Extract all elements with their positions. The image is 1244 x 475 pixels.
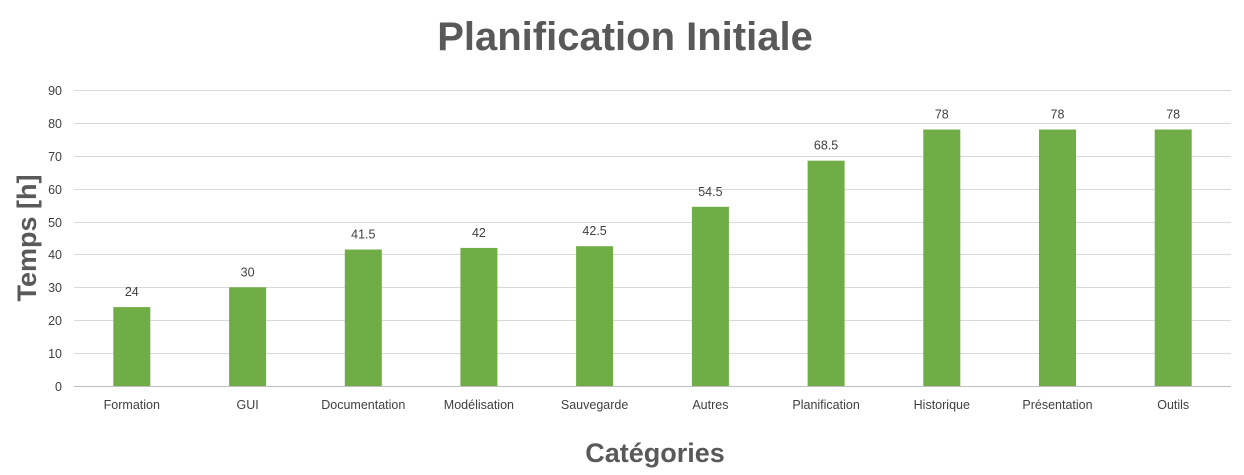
data-label: 54.5: [698, 185, 722, 199]
bar-1: [229, 287, 267, 386]
y-tick-label: 30: [48, 281, 62, 295]
x-axis-title: Catégories: [585, 438, 725, 468]
data-label: 78: [1051, 108, 1065, 122]
data-label: 24: [125, 285, 139, 299]
y-axis-title: Temps [h]: [12, 175, 42, 302]
data-labels: 24 30 41.5 42 42.5 54.5 68.5 78 78 78: [125, 108, 1180, 300]
x-tick-label: GUI: [236, 398, 258, 412]
y-tick-label: 90: [48, 84, 62, 98]
y-tick-label: 60: [48, 183, 62, 197]
x-tick-label: Documentation: [321, 398, 405, 412]
data-label: 78: [1166, 108, 1180, 122]
y-tick-label: 20: [48, 314, 62, 328]
y-tick-label: 50: [48, 216, 62, 230]
x-tick-label: Historique: [914, 398, 970, 412]
data-label: 68.5: [814, 139, 838, 153]
y-tick-label: 80: [48, 117, 62, 131]
bar-2: [344, 249, 382, 386]
x-tick-label: Planification: [792, 398, 859, 412]
bar-4: [576, 246, 614, 386]
bar-5: [691, 206, 729, 386]
chart-title: Planification Initiale: [437, 15, 813, 59]
x-tick-label: Autres: [692, 398, 728, 412]
bar-7: [923, 129, 961, 386]
data-label: 41.5: [351, 228, 375, 242]
bars: [113, 129, 1192, 386]
x-axis-ticks: Formation GUI Documentation Modélisation Sau…: [104, 398, 1190, 412]
x-tick-label: Sauvegarde: [561, 398, 628, 412]
y-axis-ticks: 0 10 20 30 40 50 60 70 80 90: [48, 84, 62, 394]
bar-3: [460, 247, 498, 386]
x-tick-label: Modélisation: [444, 398, 514, 412]
gridlines: [74, 90, 1231, 387]
x-tick-label: Outils: [1157, 398, 1189, 412]
data-label: 42.5: [582, 224, 606, 238]
y-tick-label: 10: [48, 347, 62, 361]
y-tick-label: 0: [55, 380, 62, 394]
bar-6: [807, 160, 845, 386]
data-label: 30: [241, 265, 255, 279]
y-tick-label: 40: [48, 248, 62, 262]
x-tick-label: Présentation: [1022, 398, 1092, 412]
bar-8: [1039, 129, 1076, 386]
data-label: 42: [472, 226, 486, 240]
data-label: 78: [935, 108, 949, 122]
y-tick-label: 70: [48, 150, 62, 164]
x-tick-label: Formation: [104, 398, 160, 412]
bar-9: [1154, 129, 1192, 386]
bar-0: [113, 307, 151, 386]
